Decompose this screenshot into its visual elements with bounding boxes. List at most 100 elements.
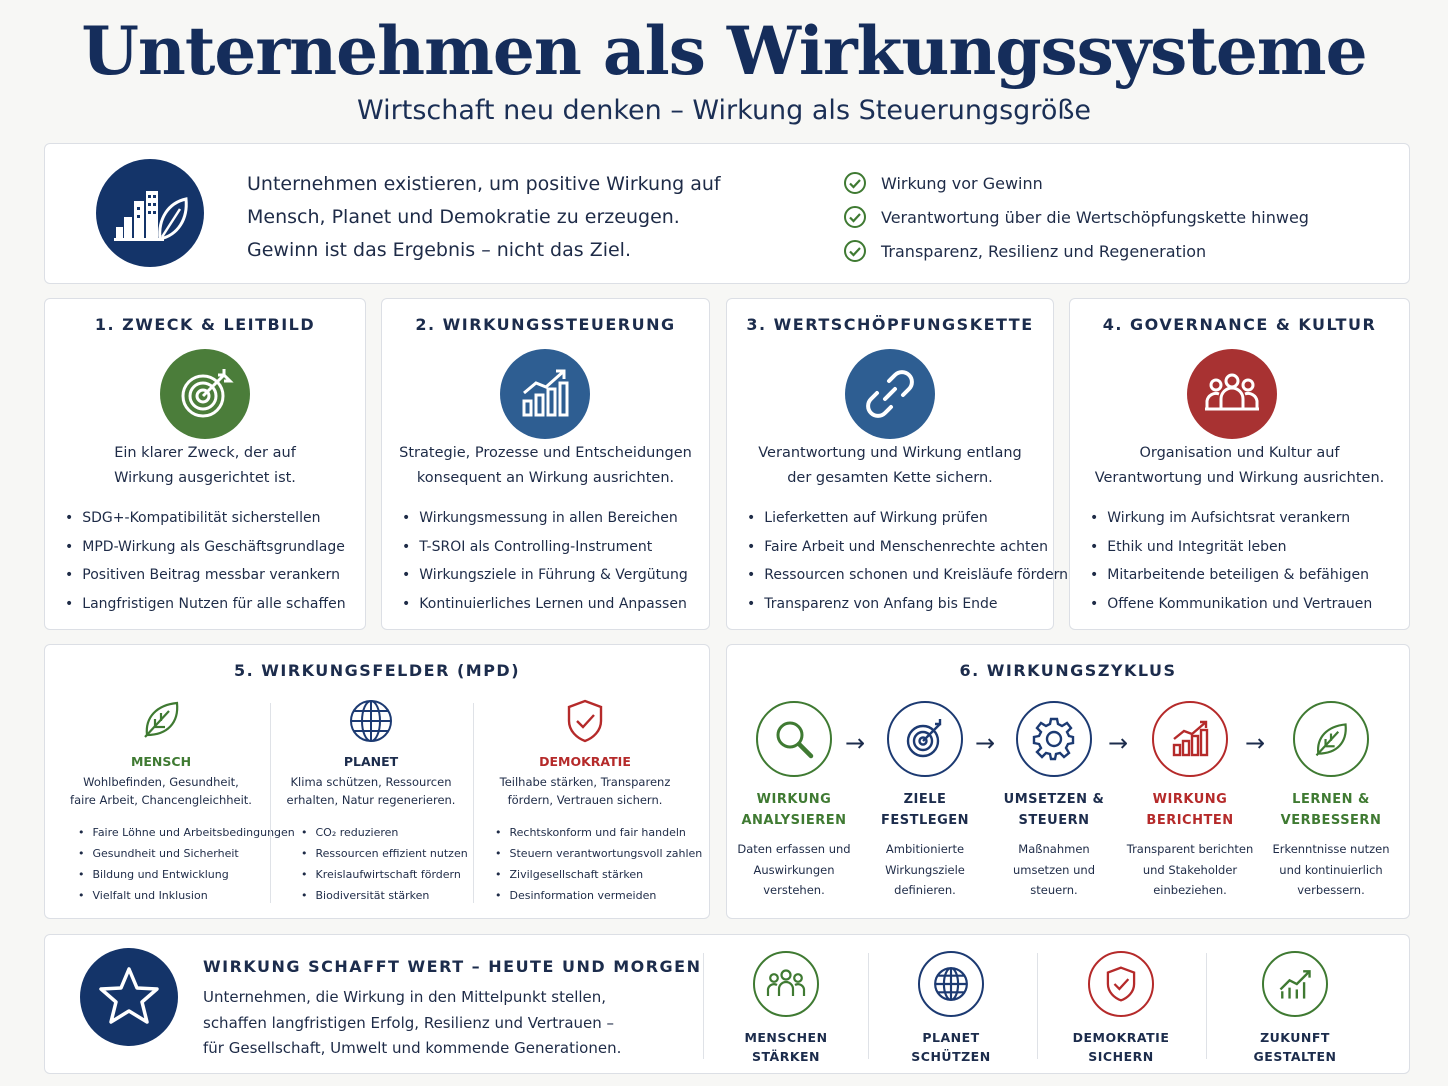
list-item: Rechtskonform und fair handeln xyxy=(495,822,702,843)
desc-line: Wirkungsziele xyxy=(885,862,965,877)
field-label: PLANET xyxy=(343,754,399,769)
step-label: LERNEN & VERBESSERN xyxy=(1264,789,1398,831)
label-line: BERICHTEN xyxy=(1146,813,1234,828)
pillar-card-value-chain: 3. WERTSCHÖPFUNGSKETTE Verantwortung und… xyxy=(726,298,1068,630)
page-subtitle: Wirtschaft neu denken – Wirkung als Steu… xyxy=(357,95,1091,126)
desc-line: steuern. xyxy=(1030,883,1078,897)
field-list: CO₂ reduzieren Ressourcen effizient nutz… xyxy=(301,822,468,906)
globe-icon xyxy=(271,697,471,745)
step-label: WIRKUNG BERICHTEN xyxy=(1123,789,1257,831)
desc-line: Daten erfassen und xyxy=(737,842,851,856)
pillar-title: 2. WIRKUNGSSTEUERUNG xyxy=(415,315,676,334)
label-line: PLANET xyxy=(922,1030,980,1045)
step-description: Maßnahmen umsetzen und steuern. xyxy=(987,839,1121,901)
footer-line: schaffen langfristigen Erfolg, Resilienz… xyxy=(203,1013,615,1032)
list-item: Biodiversität stärken xyxy=(301,885,468,906)
list-item: Kreislaufwirtschaft fördern xyxy=(301,864,468,885)
field-column-demokratie: DEMOKRATIE Teilhabe stärken, Transparenz… xyxy=(485,697,702,907)
pillar-list: Lieferketten auf Wirkung prüfen Faire Ar… xyxy=(747,504,1068,618)
footer-line: für Gesellschaft, Umwelt und kommende Ge… xyxy=(203,1039,622,1057)
people-group-icon xyxy=(1187,349,1277,439)
principle-item: Transparenz, Resilienz und Regeneration xyxy=(843,234,1309,268)
list-item: Ressourcen schonen und Kreisläufe förder… xyxy=(747,561,1068,590)
magnifier-icon xyxy=(756,701,832,777)
growth-chart-icon xyxy=(1262,951,1328,1017)
buildings-leaf-icon xyxy=(96,159,204,267)
intro-line: Mensch, Planet und Demokratie zu erzeuge… xyxy=(247,206,680,228)
step-label: UMSETZEN & STEUERN xyxy=(987,789,1121,831)
label-line: WIRKUNG xyxy=(756,792,832,807)
leaf-icon xyxy=(1293,701,1369,777)
pillar-description: Verantwortung und Wirkung entlang der ge… xyxy=(737,441,1043,491)
list-item: Faire Arbeit und Menschenrechte achten xyxy=(747,533,1048,562)
desc-line: fördern, Vertrauen sichern. xyxy=(507,793,663,807)
impact-fields-card: 5. WIRKUNGSFELDER (MPD) MENSCH Wohlbefin… xyxy=(44,644,710,919)
pillar-card-steering: 2. WIRKUNGSSTEUERUNG Strategie, Prozesse… xyxy=(381,298,710,630)
list-item: MPD-Wirkung als Geschäftsgrundlage xyxy=(65,533,357,562)
shield-check-icon xyxy=(485,697,685,745)
desc-line: konsequent an Wirkung ausrichten. xyxy=(416,470,675,486)
footer-item-democracy: DEMOKRATIE SICHERN xyxy=(1046,951,1196,1066)
label-line: MENSCHEN xyxy=(744,1030,828,1045)
footer-item-label: ZUKUNFT GESTALTEN xyxy=(1220,1028,1370,1066)
people-group-icon xyxy=(753,951,819,1017)
list-item: Wirkung im Aufsichtsrat verankern xyxy=(1090,504,1401,533)
label-line: SCHÜTZEN xyxy=(911,1049,991,1064)
principle-item: Verantwortung über die Wertschöpfungsket… xyxy=(843,200,1309,234)
footer-heading: WIRKUNG SCHAFFT WERT – HEUTE UND MORGEN xyxy=(203,957,702,976)
intro-statement: Unternehmen existieren, um positive Wirk… xyxy=(247,168,721,267)
desc-line: Teilhabe stärken, Transparenz xyxy=(499,775,671,789)
arrow-right-icon: → xyxy=(1245,729,1266,757)
target-icon xyxy=(887,701,963,777)
list-item: Mitarbeitende beteiligen & befähigen xyxy=(1090,561,1401,590)
label-line: SICHERN xyxy=(1088,1049,1154,1064)
list-item: Desinformation vermeiden xyxy=(495,885,702,906)
section-title: 5. WIRKUNGSFELDER (MPD) xyxy=(233,661,521,680)
intro-line: Unternehmen existieren, um positive Wirk… xyxy=(247,173,721,195)
pillar-description: Ein klarer Zweck, der auf Wirkung ausger… xyxy=(55,441,355,491)
list-item: Faire Löhne und Arbeitsbedingungen xyxy=(78,822,295,843)
label-line: STEUERN xyxy=(1018,813,1090,828)
desc-line: und kontinuierlich xyxy=(1279,862,1383,877)
list-item: CO₂ reduzieren xyxy=(301,822,468,843)
pillar-description: Strategie, Prozesse und Entscheidungen k… xyxy=(392,441,699,491)
principle-label: Verantwortung über die Wertschöpfungsket… xyxy=(881,207,1309,227)
list-item: Kontinuierliches Lernen und Anpassen xyxy=(402,590,701,619)
pillar-list: Wirkung im Aufsichtsrat verankern Ethik … xyxy=(1090,504,1401,618)
desc-line: Ambitionierte xyxy=(885,842,965,856)
desc-line: verstehen. xyxy=(763,883,825,897)
label-line: GESTALTEN xyxy=(1253,1049,1337,1064)
bar-chart-growth-icon xyxy=(500,349,590,439)
label-line: UMSETZEN & xyxy=(1003,792,1105,807)
cycle-step-learn: LERNEN & VERBESSERN Erkenntnisse nutzen un… xyxy=(1264,701,1398,901)
leaf-icon xyxy=(61,697,261,741)
desc-line: definieren. xyxy=(894,883,956,897)
column-divider xyxy=(1206,953,1207,1059)
column-divider xyxy=(703,953,704,1059)
label-line: VERBESSERN xyxy=(1280,813,1382,828)
gear-icon xyxy=(1016,701,1092,777)
label-line: ZUKUNFT xyxy=(1260,1030,1330,1045)
footer-item-future: ZUKUNFT GESTALTEN xyxy=(1220,951,1370,1066)
desc-line: und Stakeholder xyxy=(1142,862,1238,877)
desc-line: Organisation und Kultur auf xyxy=(1139,445,1340,461)
list-item: Bildung und Entwicklung xyxy=(78,864,295,885)
desc-line: einbeziehen. xyxy=(1153,883,1227,897)
principle-item: Wirkung vor Gewinn xyxy=(843,166,1309,200)
footer-item-label: MENSCHEN STÄRKEN xyxy=(711,1028,861,1066)
list-item: Lieferketten auf Wirkung prüfen xyxy=(747,504,1045,533)
cycle-step-goals: ZIELE FESTLEGEN Ambitionierte Wirkungsziel… xyxy=(858,701,992,901)
pillar-card-purpose: 1. ZWECK & LEITBILD Ein klarer Zweck, de… xyxy=(44,298,366,630)
footer-item-planet: PLANET SCHÜTZEN xyxy=(876,951,1026,1066)
column-divider xyxy=(868,953,869,1059)
check-circle-icon xyxy=(844,240,866,262)
desc-line: verbessern. xyxy=(1297,883,1365,897)
desc-line: Erkenntnisse nutzen xyxy=(1272,842,1390,856)
step-label: ZIELE FESTLEGEN xyxy=(858,789,992,831)
field-description: Wohlbefinden, Gesundheit, faire Arbeit, … xyxy=(61,773,261,809)
desc-line: Klima schützen, Ressourcen xyxy=(290,775,452,789)
desc-line: Wirkung ausgerichtet ist. xyxy=(114,470,296,486)
globe-icon xyxy=(918,951,984,1017)
target-icon xyxy=(160,349,250,439)
cycle-step-analyze: WIRKUNG ANALYSIEREN Daten erfassen und Aus… xyxy=(727,701,861,901)
